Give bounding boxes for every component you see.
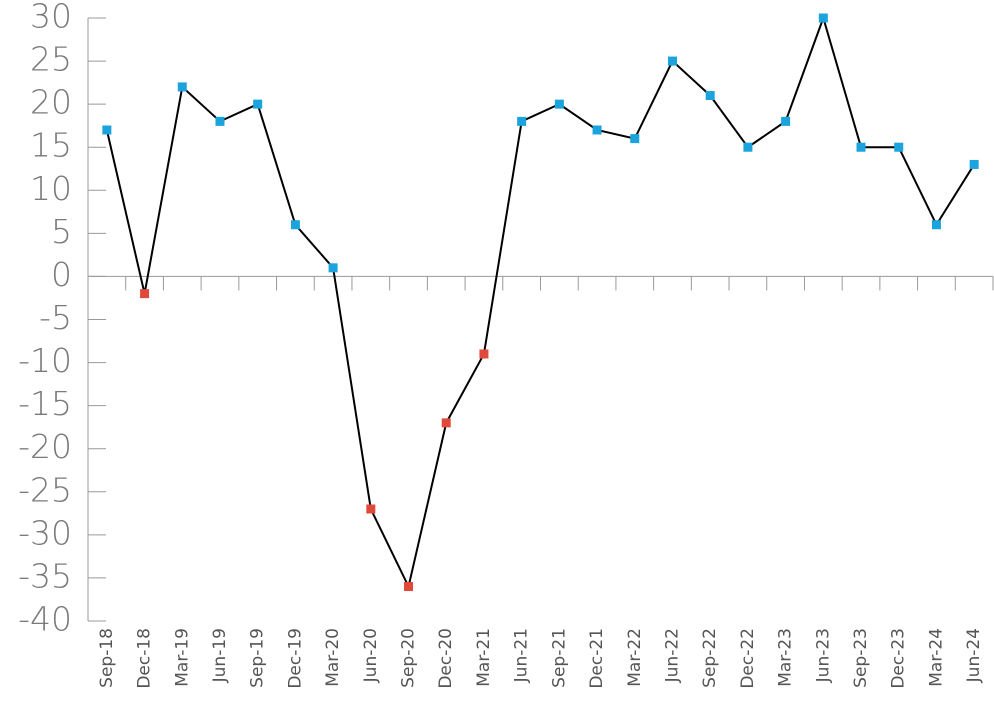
x-tick-label: Jun-23 bbox=[813, 628, 833, 683]
data-point bbox=[705, 91, 715, 101]
data-point bbox=[856, 142, 866, 152]
data-point bbox=[215, 116, 225, 126]
y-tick-label: 15 bbox=[30, 126, 72, 165]
data-point bbox=[630, 134, 640, 144]
data-point bbox=[894, 142, 904, 152]
x-tick-label: Sep-21 bbox=[549, 628, 569, 688]
data-point bbox=[253, 99, 263, 109]
y-tick-label: 20 bbox=[30, 83, 72, 122]
data-line bbox=[105, 14, 975, 590]
x-tick-label: Mar-20 bbox=[323, 628, 343, 687]
data-point bbox=[102, 125, 112, 135]
y-tick-label: -20 bbox=[18, 427, 72, 466]
y-tick-label: 0 bbox=[51, 255, 72, 294]
y-tick-label: 5 bbox=[51, 212, 72, 251]
y-tick-label: 30 bbox=[30, 0, 72, 36]
x-tick-label: Dec-20 bbox=[436, 628, 456, 689]
x-tick-label: Jun-21 bbox=[512, 628, 532, 683]
x-tick-label: Sep-22 bbox=[700, 628, 720, 688]
x-tick-label: Mar-19 bbox=[172, 628, 192, 687]
data-point bbox=[290, 220, 300, 230]
x-tick-label: Jun-22 bbox=[662, 628, 682, 683]
x-tick-label: Dec-19 bbox=[285, 628, 305, 689]
data-point bbox=[328, 263, 338, 273]
y-tick-label: 25 bbox=[30, 40, 72, 79]
x-tick-label: Sep-19 bbox=[248, 628, 268, 688]
x-tick-label: Jun-24 bbox=[964, 628, 984, 683]
x-tick-label: Mar-21 bbox=[474, 628, 494, 687]
data-point bbox=[781, 116, 791, 126]
y-tick-label: -40 bbox=[18, 600, 72, 639]
data-point bbox=[140, 289, 150, 299]
x-tick-label: Jun-19 bbox=[210, 628, 230, 683]
data-point bbox=[667, 56, 677, 66]
y-tick-label: -10 bbox=[18, 341, 72, 380]
data-point bbox=[404, 582, 414, 592]
x-tick-label: Sep-20 bbox=[399, 628, 419, 688]
x-tick-label: Mar-23 bbox=[776, 628, 796, 687]
y-tick-label: -15 bbox=[18, 384, 72, 423]
x-tick-label: Dec-23 bbox=[889, 628, 909, 689]
x-tick-label: Dec-18 bbox=[135, 628, 155, 689]
x-tick-label: Sep-23 bbox=[851, 628, 871, 688]
x-tick-label: Jun-20 bbox=[361, 628, 381, 683]
data-point bbox=[743, 142, 753, 152]
x-tick-label: Dec-22 bbox=[738, 628, 758, 689]
y-tick-label: 10 bbox=[30, 169, 72, 208]
y-tick-label: -30 bbox=[18, 513, 72, 552]
y-tick-label: -25 bbox=[18, 470, 72, 509]
data-point bbox=[366, 504, 376, 514]
data-point bbox=[177, 82, 187, 92]
x-tick-label: Dec-21 bbox=[587, 628, 607, 689]
x-tick-label: Mar-24 bbox=[926, 628, 946, 687]
data-point bbox=[554, 99, 564, 109]
data-point bbox=[592, 125, 602, 135]
data-point bbox=[441, 418, 451, 428]
y-tick-label: -35 bbox=[18, 556, 72, 595]
data-point bbox=[818, 13, 828, 23]
x-tick-label: Mar-22 bbox=[625, 628, 645, 687]
data-point bbox=[479, 349, 489, 359]
data-point bbox=[517, 116, 527, 126]
x-tick-label: Sep-18 bbox=[97, 628, 117, 688]
y-tick-label: -5 bbox=[39, 298, 72, 337]
data-point bbox=[931, 220, 941, 230]
data-point bbox=[969, 159, 979, 169]
